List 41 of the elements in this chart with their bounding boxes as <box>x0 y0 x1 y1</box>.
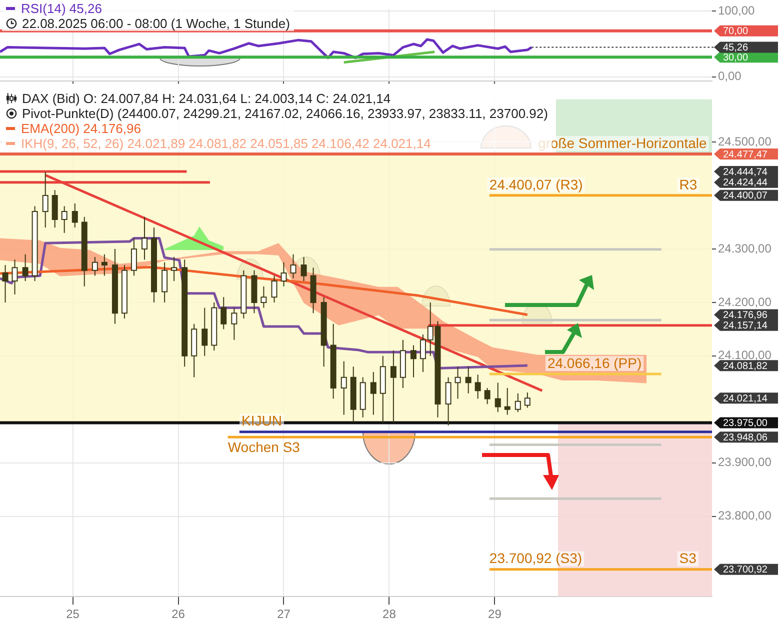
annotation: 24.081,82 <box>723 360 768 372</box>
x-tick-label: 27 <box>277 607 291 622</box>
y-tick-label: 100,00 <box>718 3 756 18</box>
annotation: 23.948,06 <box>723 432 768 444</box>
ref-line-label: 30,00 <box>723 52 748 64</box>
annotation: 24.400,07 (R3) <box>489 176 583 192</box>
y-tick-label: 23.800,00 <box>718 508 772 523</box>
chart-title: DAX (Bid) O: 24.007,84 H: 24.031,64 L: 24.003,14 C: 24.021,14 <box>22 91 391 106</box>
annotation: 22.08.2025 06:00 - 08:00 (1 Woche, 1 Stunde) <box>22 16 290 31</box>
annotation: 24.021,14 <box>723 393 768 404</box>
annotation: R3 <box>679 176 698 192</box>
annotation: 24.424,44 <box>723 178 768 189</box>
y-tick-label: 24.300,00 <box>718 241 772 256</box>
ref-line-label: 23.975,00 <box>723 418 768 430</box>
annotation: S3 <box>679 550 697 566</box>
annotation: 45,26 <box>723 42 748 54</box>
ref-line-label: 70,00 <box>723 26 748 38</box>
legend-label: IKH(9, 26, 52, 26) 24.021,89 24.081,82 24.051,85 24.106,42 24.021,14 <box>21 136 431 151</box>
x-tick-label: 28 <box>382 607 396 622</box>
x-tick-label: 26 <box>172 607 186 622</box>
x-tick-label: 25 <box>66 607 80 622</box>
annotation: 24.157,14 <box>723 320 768 332</box>
annotation: 24.444,74 <box>723 166 768 178</box>
annotation: große Sommer-Horizontale <box>538 134 708 151</box>
annotation: 23.700,92 <box>723 564 768 576</box>
x-tick-label: 29 <box>488 607 502 622</box>
annotation: 24.400,07 <box>723 190 768 202</box>
y-tick-label: 23.900,00 <box>718 455 772 470</box>
y-tick-label: 0,00 <box>718 69 742 84</box>
ref-line-label: 24.477,47 <box>723 149 768 160</box>
legend-label: RSI(14) 45,26 <box>21 1 102 16</box>
annotation: 24.176,96 <box>723 310 768 322</box>
annotation: 23.700,92 (S3) <box>489 550 582 566</box>
y-tick-label: 24.100,00 <box>718 348 772 362</box>
annotation: KIJUN <box>242 412 282 429</box>
legend-label: EMA(200) 24.176,96 <box>21 121 141 136</box>
annotation: Pivot-Punkte(D) (24400.07, 24299.21, 24167.02, 24066.16, 23933.97, 23833.11, 23700.92) <box>22 106 548 121</box>
annotation: Wochen S3 <box>228 439 300 456</box>
y-tick-label: 24.200,00 <box>718 294 772 309</box>
y-tick-label: 24.500,00 <box>718 134 772 148</box>
annotation: 24.066,16 (PP) <box>547 354 642 371</box>
